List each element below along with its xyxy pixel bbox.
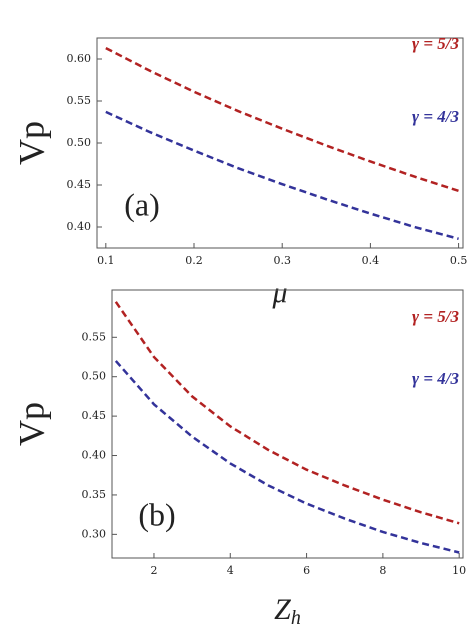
x-axis-label-main: μ <box>271 276 287 309</box>
y-tick-label: 0.35 <box>82 488 107 501</box>
x-tick-label: 4 <box>227 564 234 577</box>
x-axis-label-subscript: h <box>291 607 301 629</box>
panel-label: (b) <box>138 496 175 532</box>
x-tick-label: 0.5 <box>450 254 468 267</box>
panel-label: (a) <box>124 186 160 222</box>
data-line <box>114 301 460 525</box>
x-tick-label: 0.4 <box>362 254 380 267</box>
data-line <box>114 360 460 554</box>
y-tick-label: 0.45 <box>82 409 107 422</box>
legend-entry: γ = 4/3 <box>412 369 459 388</box>
x-axis-label: Zh <box>274 593 301 629</box>
plot-frame <box>111 289 464 559</box>
y-tick-label: 0.55 <box>67 94 92 107</box>
y-axis-label: Vp <box>11 121 51 165</box>
x-tick-label: 0.2 <box>185 254 203 267</box>
legend-entry: γ = 5/3 <box>412 34 459 53</box>
legend-entry: γ = 4/3 <box>412 107 459 126</box>
legend-entry: γ = 5/3 <box>412 307 459 326</box>
y-tick-label: 0.30 <box>82 527 107 540</box>
x-tick-label: 0.1 <box>97 254 115 267</box>
x-axis-label: μ <box>271 276 287 309</box>
data-line <box>105 110 459 240</box>
x-tick-label: 0.3 <box>273 254 291 267</box>
x-tick-label: 8 <box>379 564 386 577</box>
data-line <box>105 46 459 193</box>
x-tick-label: 6 <box>303 564 310 577</box>
y-tick-label: 0.45 <box>67 178 92 191</box>
x-tick-label: 10 <box>452 564 466 577</box>
y-tick-label: 0.40 <box>82 449 107 462</box>
x-tick-label: 2 <box>150 564 157 577</box>
y-tick-label: 0.55 <box>82 330 107 343</box>
y-tick-label: 0.50 <box>67 136 92 149</box>
y-axis-label: Vp <box>11 402 51 446</box>
y-tick-label: 0.40 <box>67 220 92 233</box>
y-tick-label: 0.50 <box>82 370 107 383</box>
x-axis-label-main: Z <box>274 593 291 626</box>
y-tick-label: 0.60 <box>67 52 92 65</box>
